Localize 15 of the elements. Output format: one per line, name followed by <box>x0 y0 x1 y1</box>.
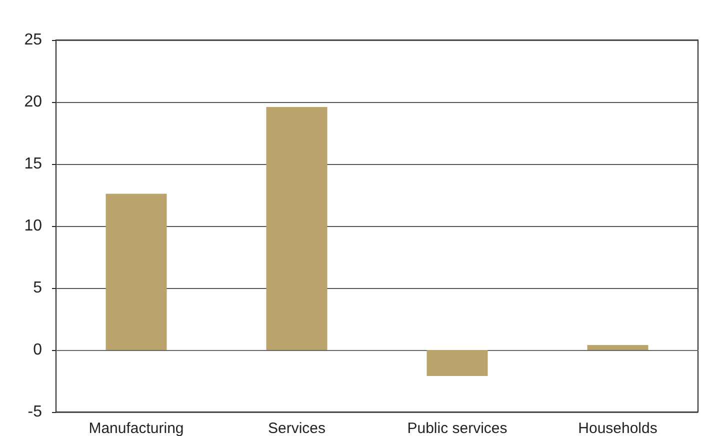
x-tick-label: Households <box>578 420 658 436</box>
y-tick-label: 25 <box>24 32 42 48</box>
x-tick-label: Public services <box>407 420 508 436</box>
bar <box>587 345 648 350</box>
y-tick-label: 10 <box>24 218 42 234</box>
bar <box>266 106 328 350</box>
bar <box>426 350 488 376</box>
y-tick-label: 5 <box>33 280 42 296</box>
y-tick-label: 20 <box>24 94 42 110</box>
bar <box>106 194 167 350</box>
x-tick-label: Services <box>268 420 326 436</box>
x-tick-label: Manufacturing <box>88 420 184 436</box>
y-tick-label: 15 <box>24 156 42 172</box>
y-tick-label: 0 <box>33 342 42 358</box>
y-tick-label: -5 <box>28 404 42 420</box>
